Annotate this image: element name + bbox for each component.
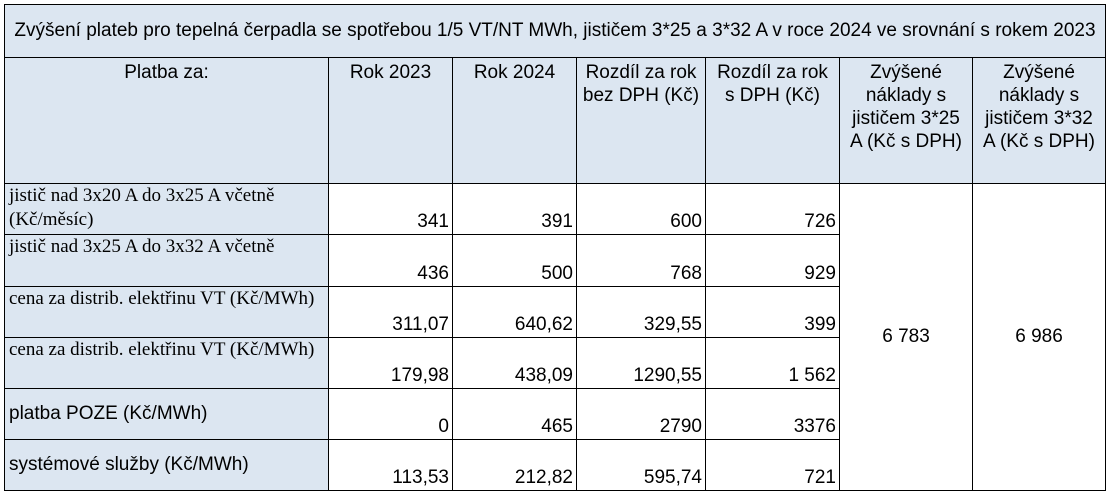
header-rozdil-s-dph: Rozdíl za rok s DPH (Kč) <box>705 57 840 185</box>
header-rok-2024: Rok 2024 <box>452 57 577 185</box>
cell-2024: 438,09 <box>452 336 577 389</box>
cell-2024: 391 <box>452 183 577 236</box>
table-row: cena za distrib. elektřinu VT (Kč/MWh) 3… <box>4 285 1106 338</box>
row-label: platba POZE (Kč/MWh) <box>4 387 329 440</box>
table-title: Zvýšení plateb pro tepelná čerpadla se s… <box>4 3 1106 59</box>
total-3x32: 6 986 <box>972 183 1106 491</box>
header-zvysene-3x32: Zvýšené náklady s jističem 3*32 A (Kč s … <box>972 57 1106 185</box>
cell-2023: 436 <box>328 234 453 287</box>
row-label: jistič nad 3x25 A do 3x32 A včetně <box>4 234 329 287</box>
cell-rozdil-bez-dph: 768 <box>576 234 706 287</box>
row-label: systémové služby (Kč/MWh) <box>4 438 329 492</box>
payments-table: Zvýšení plateb pro tepelná čerpadla se s… <box>4 3 1106 492</box>
cell-2023: 113,53 <box>328 438 453 492</box>
cell-rozdil-s-dph: 399 <box>705 285 840 338</box>
cell-2023: 0 <box>328 387 453 440</box>
table-row: jistič nad 3x25 A do 3x32 A včetně 436 5… <box>4 234 1106 287</box>
table-row: jistič nad 3x20 A do 3x25 A včetně (Kč/m… <box>4 183 1106 491</box>
cell-2023: 311,07 <box>328 285 453 338</box>
table-row: cena za distrib. elektřinu VT (Kč/MWh) 1… <box>4 336 1106 389</box>
table-row: systémové služby (Kč/MWh) 113,53 212,82 … <box>4 438 1106 492</box>
cell-rozdil-s-dph: 721 <box>705 438 840 492</box>
cell-rozdil-bez-dph: 2790 <box>576 387 706 440</box>
cell-2024: 500 <box>452 234 577 287</box>
cell-rozdil-bez-dph: 595,74 <box>576 438 706 492</box>
cell-rozdil-bez-dph: 1290,55 <box>576 336 706 389</box>
row-label: cena za distrib. elektřinu VT (Kč/MWh) <box>4 336 329 389</box>
cell-rozdil-s-dph: 1 562 <box>705 336 840 389</box>
header-rozdil-bez-dph: Rozdíl za rok bez DPH (Kč) <box>576 57 706 185</box>
cell-2024: 212,82 <box>452 438 577 492</box>
total-3x25: 6 783 <box>839 183 973 491</box>
cell-rozdil-s-dph: 726 <box>705 183 840 236</box>
header-zvysene-3x25: Zvýšené náklady s jističem 3*25 A (Kč s … <box>839 57 973 185</box>
cell-2023: 179,98 <box>328 336 453 389</box>
row-label: cena za distrib. elektřinu VT (Kč/MWh) <box>4 285 329 338</box>
header-rok-2023: Rok 2023 <box>328 57 453 185</box>
cell-2024: 640,62 <box>452 285 577 338</box>
cell-rozdil-s-dph: 3376 <box>705 387 840 440</box>
cell-2023: 341 <box>328 183 453 236</box>
row-label: jistič nad 3x20 A do 3x25 A včetně (Kč/m… <box>4 183 329 236</box>
cell-rozdil-bez-dph: 329,55 <box>576 285 706 338</box>
header-platba: Platba za: <box>4 57 329 185</box>
cell-2024: 465 <box>452 387 577 440</box>
cell-rozdil-s-dph: 929 <box>705 234 840 287</box>
cell-rozdil-bez-dph: 600 <box>576 183 706 236</box>
